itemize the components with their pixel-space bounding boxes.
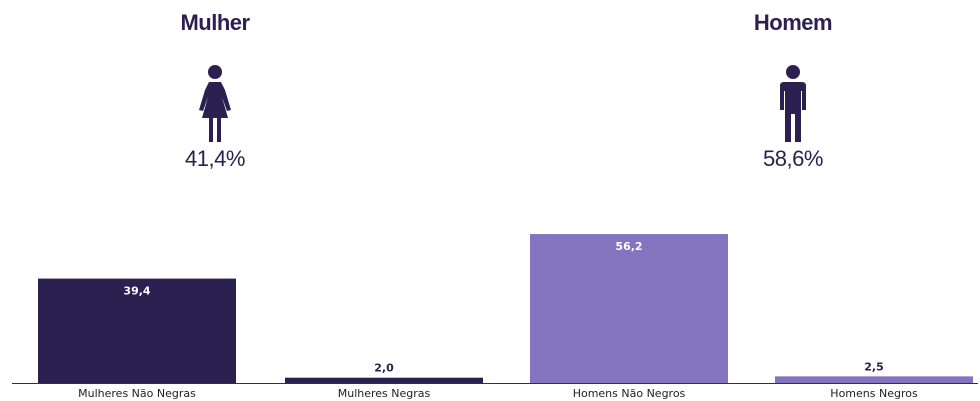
bar-value-label: 2,0: [374, 362, 394, 375]
category-label: Mulheres Não Negras: [78, 387, 196, 400]
female-percent: 41,4%: [185, 146, 245, 171]
male-title: Homem: [753, 10, 833, 35]
bar: [775, 376, 973, 383]
bar-value-label: 56,2: [615, 240, 642, 253]
bar-value-label: 39,4: [123, 285, 150, 298]
category-label: Homens Não Negros: [573, 387, 686, 400]
bar: [38, 278, 236, 383]
category-label: Homens Negros: [830, 387, 918, 400]
bar: [530, 234, 728, 383]
category-label: Mulheres Negras: [338, 387, 431, 400]
male-percent: 58,6%: [763, 146, 823, 171]
bar: [285, 377, 483, 383]
bar-value-label: 2,5: [864, 360, 884, 373]
man-icon: [780, 65, 806, 142]
female-title: Mulher: [180, 10, 250, 35]
woman-icon: [199, 65, 231, 142]
